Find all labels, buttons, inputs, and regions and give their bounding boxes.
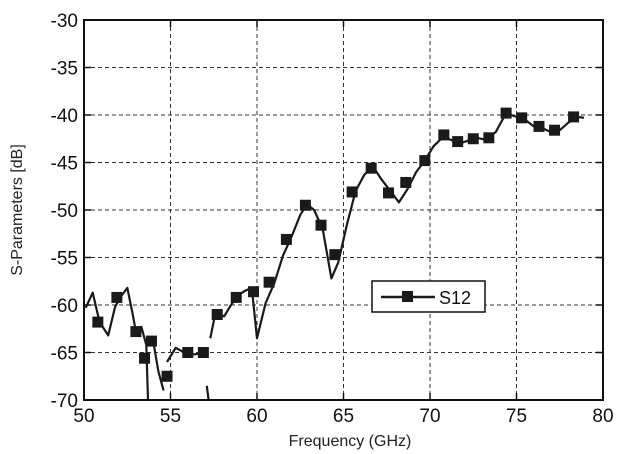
data-point-marker xyxy=(92,316,104,328)
data-point-marker xyxy=(365,162,377,174)
legend-label-s12: S12 xyxy=(439,288,471,308)
data-point-marker xyxy=(315,219,327,231)
data-point-marker xyxy=(248,286,260,298)
y-tick-label: -55 xyxy=(51,249,78,270)
grid xyxy=(84,20,603,400)
data-point-marker xyxy=(280,233,292,245)
data-point-marker xyxy=(500,107,512,119)
data-point-marker xyxy=(483,132,495,144)
x-tick-label: 60 xyxy=(246,406,267,427)
x-tick-label: 75 xyxy=(506,406,527,427)
y-tick-label: -35 xyxy=(51,59,78,80)
y-tick-label: -40 xyxy=(51,106,78,127)
data-point-marker xyxy=(130,326,142,338)
data-point-marker xyxy=(516,112,528,124)
x-tick-label: 65 xyxy=(333,406,354,427)
y-tick-label: -65 xyxy=(51,344,78,365)
data-point-marker xyxy=(211,309,223,320)
data-point-marker xyxy=(400,176,412,188)
y-tick-label: -60 xyxy=(51,296,78,317)
y-tick-label: -70 xyxy=(51,391,78,412)
data-point-marker xyxy=(452,136,464,148)
data-point-marker xyxy=(263,276,275,288)
data-point-marker xyxy=(161,370,173,382)
y-axis-title: S-Parameters [dB] xyxy=(9,144,26,276)
y-tick-label: -45 xyxy=(51,154,78,175)
data-point-marker xyxy=(568,111,580,123)
series-line-segment xyxy=(205,385,210,400)
series-line-segment xyxy=(152,340,165,391)
series-line-segment xyxy=(84,286,137,337)
data-point-marker xyxy=(467,133,479,145)
axis-ticks xyxy=(83,19,604,401)
data-point-marker xyxy=(182,347,194,358)
data-point-marker xyxy=(329,249,341,261)
data-point-marker xyxy=(382,187,394,199)
data-point-marker xyxy=(197,347,209,358)
data-point-marker xyxy=(346,186,358,198)
y-tick-label: -30 xyxy=(51,11,78,32)
x-axis-tick-labels: 50 55 60 65 70 75 80 xyxy=(73,406,613,427)
x-tick-label: 70 xyxy=(419,406,440,427)
data-point-marker xyxy=(139,352,151,364)
x-tick-label: 80 xyxy=(592,406,613,427)
y-tick-label: -50 xyxy=(51,201,78,222)
data-point-marker xyxy=(145,335,157,347)
data-point-marker xyxy=(533,120,545,132)
legend: S12 xyxy=(371,280,486,313)
x-axis-title: Frequency (GHz) xyxy=(289,433,412,450)
data-point-marker xyxy=(419,155,431,167)
data-point-marker xyxy=(299,199,311,211)
data-point-marker xyxy=(230,291,242,303)
x-tick-label: 55 xyxy=(160,406,181,427)
series-s12 xyxy=(84,107,585,400)
data-point-marker xyxy=(111,291,123,303)
data-point-marker xyxy=(549,124,561,136)
legend-marker xyxy=(402,291,413,302)
y-axis-tick-labels: -30 -35 -40 -45 -50 -55 -60 -65 -70 xyxy=(51,11,78,412)
data-point-marker xyxy=(438,129,450,141)
x-tick-label: 50 xyxy=(73,406,94,427)
